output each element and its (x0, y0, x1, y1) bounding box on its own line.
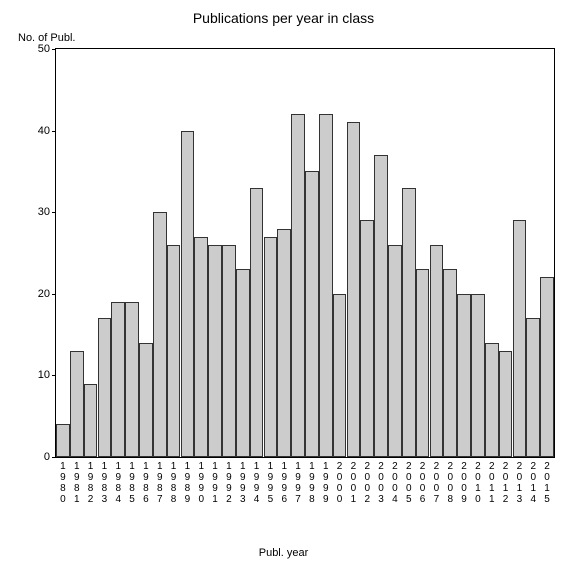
xtick-label: 2 0 0 0 (335, 457, 345, 505)
xtick-label: 2 0 0 8 (445, 457, 455, 505)
bar (347, 122, 361, 457)
xtick-label: 1 9 8 4 (113, 457, 123, 505)
xtick-label: 1 9 8 5 (127, 457, 137, 505)
xtick-label: 2 0 1 0 (473, 457, 483, 505)
xtick-label: 1 9 8 0 (58, 457, 68, 505)
xtick-label: 2 0 0 1 (348, 457, 358, 505)
bar (236, 269, 250, 457)
bar (443, 269, 457, 457)
xtick-label: 2 0 1 2 (501, 457, 511, 505)
xtick-label: 1 9 9 6 (279, 457, 289, 505)
bar (264, 237, 278, 457)
xtick-label: 1 9 9 0 (196, 457, 206, 505)
xtick-label: 1 9 8 1 (72, 457, 82, 505)
bar (457, 294, 471, 457)
xtick-label: 2 0 0 3 (376, 457, 386, 505)
bar (540, 277, 554, 457)
ytick-label: 30 (38, 206, 56, 218)
bar (319, 114, 333, 457)
chart-title: Publications per year in class (0, 10, 567, 26)
xtick-label: 1 9 8 6 (141, 457, 151, 505)
bar (70, 351, 84, 457)
bar (402, 188, 416, 457)
xtick-label: 1 9 9 9 (321, 457, 331, 505)
bar (167, 245, 181, 457)
xtick-label: 1 9 9 5 (265, 457, 275, 505)
bar (181, 131, 195, 457)
xtick-label: 2 0 0 6 (418, 457, 428, 505)
xtick-label: 2 0 1 1 (487, 457, 497, 505)
xtick-label: 2 0 0 7 (431, 457, 441, 505)
bar (526, 318, 540, 457)
xtick-label: 2 0 1 4 (528, 457, 538, 505)
ytick-label: 50 (38, 43, 56, 55)
bar (388, 245, 402, 457)
xtick-label: 2 0 1 3 (514, 457, 524, 505)
bar (194, 237, 208, 457)
xtick-label: 1 9 9 8 (307, 457, 317, 505)
xtick-label: 1 9 8 8 (169, 457, 179, 505)
plot-area: 01020304050 1 9 8 01 9 8 11 9 8 21 9 8 3… (55, 48, 555, 458)
chart-container: Publications per year in class No. of Pu… (0, 0, 567, 567)
xtick-label: 2 0 0 5 (404, 457, 414, 505)
bar (208, 245, 222, 457)
bar (291, 114, 305, 457)
bar (360, 220, 374, 457)
bar (111, 302, 125, 457)
xtick-label: 1 9 8 3 (99, 457, 109, 505)
bar (374, 155, 388, 457)
xtick-label: 1 9 9 7 (293, 457, 303, 505)
xtick-label: 1 9 9 1 (210, 457, 220, 505)
bar (153, 212, 167, 457)
ytick-label: 40 (38, 125, 56, 137)
bar (98, 318, 112, 457)
bar (277, 229, 291, 457)
xtick-label: 2 0 0 4 (390, 457, 400, 505)
bars-layer (56, 49, 554, 457)
bar (499, 351, 513, 457)
bar (485, 343, 499, 457)
bar (513, 220, 527, 457)
xtick-label: 2 0 0 9 (459, 457, 469, 505)
bar (416, 269, 430, 457)
bar (430, 245, 444, 457)
xtick-label: 1 9 9 3 (238, 457, 248, 505)
xtick-label: 2 0 1 5 (542, 457, 552, 505)
xtick-label: 2 0 0 2 (362, 457, 372, 505)
xtick-label: 1 9 8 7 (155, 457, 165, 505)
bar (84, 384, 98, 457)
ytick-label: 0 (44, 451, 56, 463)
bar (139, 343, 153, 457)
bar (471, 294, 485, 457)
bar (222, 245, 236, 457)
bar (250, 188, 264, 457)
xtick-label: 1 9 9 4 (252, 457, 262, 505)
xtick-label: 1 9 8 9 (182, 457, 192, 505)
xtick-label: 1 9 8 2 (86, 457, 96, 505)
ytick-label: 20 (38, 288, 56, 300)
xtick-label: 1 9 9 2 (224, 457, 234, 505)
bar (125, 302, 139, 457)
bar (333, 294, 347, 457)
x-axis-label: Publ. year (0, 547, 567, 559)
bar (305, 171, 319, 457)
ytick-label: 10 (38, 369, 56, 381)
bar (56, 424, 70, 457)
